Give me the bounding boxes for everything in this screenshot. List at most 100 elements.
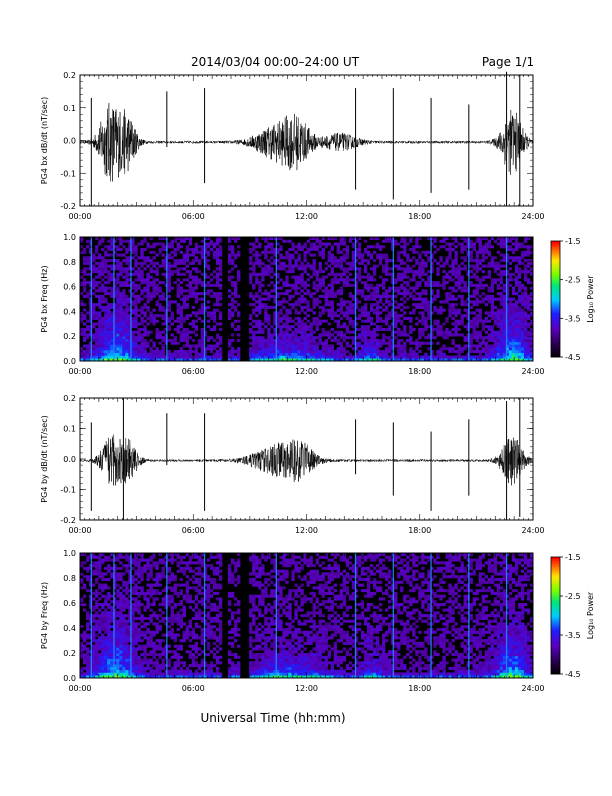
heatmap-cell bbox=[458, 278, 461, 281]
heatmap-cell bbox=[140, 298, 143, 301]
heatmap-cell bbox=[448, 270, 451, 273]
heatmap-cell bbox=[364, 350, 367, 353]
heatmap-cell bbox=[343, 347, 346, 350]
heatmap-cell bbox=[168, 339, 171, 342]
heatmap-cell bbox=[361, 320, 364, 323]
heatmap-cell bbox=[294, 311, 297, 314]
heatmap-cell bbox=[119, 317, 122, 320]
heatmap-cell bbox=[503, 243, 506, 246]
heatmap-cell bbox=[86, 256, 89, 259]
heatmap-cell bbox=[415, 342, 418, 345]
heatmap-cell bbox=[219, 303, 222, 306]
heatmap-cell bbox=[485, 243, 488, 246]
heatmap-cell bbox=[264, 248, 267, 251]
heatmap-cell bbox=[183, 300, 186, 303]
heatmap-cell bbox=[494, 347, 497, 350]
heatmap-cell bbox=[491, 281, 494, 284]
heatmap-cell bbox=[334, 281, 337, 284]
heatmap-cell bbox=[424, 325, 427, 328]
heatmap-cell bbox=[473, 245, 476, 248]
heatmap-cell bbox=[249, 273, 252, 276]
heatmap-cell bbox=[297, 259, 300, 262]
heatmap-cell bbox=[479, 287, 482, 290]
heatmap-cell bbox=[186, 328, 189, 331]
heatmap-cell bbox=[285, 276, 288, 279]
heatmap-cell bbox=[95, 256, 98, 259]
heatmap-cell bbox=[518, 245, 521, 248]
heatmap-cell bbox=[83, 350, 86, 353]
heatmap-cell bbox=[122, 339, 125, 342]
heatmap-cell bbox=[219, 339, 222, 342]
heatmap-cell bbox=[131, 292, 134, 295]
heatmap-cell bbox=[119, 295, 122, 298]
heatmap-cell bbox=[406, 259, 409, 262]
colorbar-tick-label: -4.5 bbox=[565, 353, 581, 362]
heatmap-cell bbox=[201, 284, 204, 287]
heatmap-cell bbox=[476, 303, 479, 306]
heatmap-cell bbox=[168, 295, 171, 298]
heatmap-cell bbox=[313, 306, 316, 309]
heatmap-cell bbox=[168, 245, 171, 248]
heatmap-cell bbox=[442, 300, 445, 303]
heatmap-cell bbox=[264, 311, 267, 314]
heatmap-cell bbox=[442, 281, 445, 284]
heatmap-cell bbox=[394, 314, 397, 317]
heatmap-cell bbox=[159, 243, 162, 246]
heatmap-cell bbox=[328, 333, 331, 336]
heatmap-cell bbox=[134, 355, 137, 358]
heatmap-cell bbox=[412, 298, 415, 301]
heatmap-cell bbox=[110, 311, 113, 314]
heatmap-cell bbox=[303, 245, 306, 248]
heatmap-cell bbox=[331, 328, 334, 331]
heatmap-cell bbox=[146, 243, 149, 246]
heatmap-cell bbox=[116, 276, 119, 279]
heatmap-cell bbox=[340, 344, 343, 347]
heatmap-cell bbox=[149, 311, 152, 314]
heatmap-cell bbox=[234, 350, 237, 353]
heatmap-cell bbox=[255, 276, 258, 279]
heatmap-cell bbox=[512, 306, 515, 309]
heatmap-cell bbox=[397, 320, 400, 323]
colorbar-tick-label: -3.5 bbox=[565, 314, 581, 323]
heatmap-cell bbox=[397, 254, 400, 257]
heatmap-cell bbox=[122, 259, 125, 262]
heatmap-cell bbox=[177, 303, 180, 306]
heatmap-cell bbox=[488, 333, 491, 336]
heatmap-cell bbox=[234, 355, 237, 358]
heatmap-cell bbox=[385, 289, 388, 292]
heatmap-cell bbox=[159, 353, 162, 356]
heatmap-cell bbox=[461, 262, 464, 265]
heatmap-cell bbox=[403, 295, 406, 298]
heatmap-cell bbox=[458, 328, 461, 331]
heatmap-cell bbox=[346, 350, 349, 353]
heatmap-cell bbox=[177, 342, 180, 345]
heatmap-cell bbox=[394, 295, 397, 298]
heatmap-cell bbox=[373, 267, 376, 270]
heatmap-cell bbox=[367, 320, 370, 323]
heatmap-cell bbox=[370, 276, 373, 279]
heatmap-cell bbox=[92, 287, 95, 290]
heatmap-cell bbox=[303, 292, 306, 295]
heatmap-cell bbox=[364, 320, 367, 323]
heatmap-cell bbox=[494, 298, 497, 301]
heatmap-cell bbox=[373, 342, 376, 345]
heatmap-cell bbox=[370, 336, 373, 339]
heatmap-cell bbox=[252, 284, 255, 287]
heatmap-cell bbox=[261, 339, 264, 342]
heatmap-cell bbox=[279, 333, 282, 336]
heatmap-cell bbox=[270, 281, 273, 284]
heatmap-cell bbox=[388, 303, 391, 306]
heatmap-cell bbox=[310, 292, 313, 295]
heatmap-cell bbox=[119, 311, 122, 314]
heatmap-cell bbox=[195, 344, 198, 347]
heatmap-cell bbox=[168, 306, 171, 309]
heatmap-cell bbox=[521, 336, 524, 339]
heatmap-cell bbox=[427, 336, 430, 339]
heatmap-cell bbox=[512, 309, 515, 312]
heatmap-cell bbox=[303, 322, 306, 325]
heatmap-cell bbox=[171, 333, 174, 336]
heatmap-cell bbox=[415, 245, 418, 248]
heatmap-cell bbox=[270, 347, 273, 350]
heatmap-cell bbox=[267, 265, 270, 268]
heatmap-cell bbox=[131, 355, 134, 358]
